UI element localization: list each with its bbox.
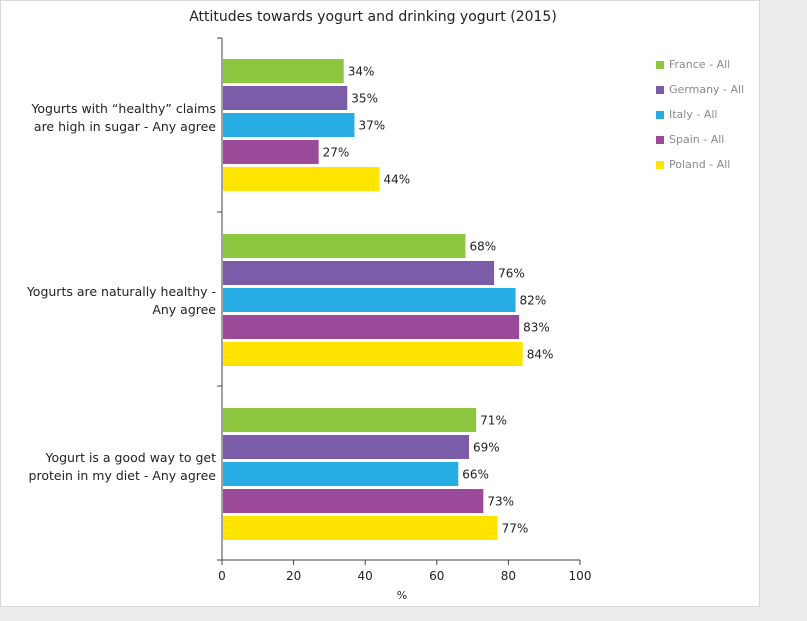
bar (223, 288, 516, 312)
legend-label: France - All (669, 58, 731, 71)
data-label: 73% (487, 495, 514, 509)
x-tick-label: 0 (218, 569, 226, 583)
legend-label: Italy - All (669, 108, 718, 121)
chart-title: Attitudes towards yogurt and drinking yo… (189, 9, 557, 25)
data-label: 27% (323, 146, 350, 160)
legend-swatch (656, 160, 664, 169)
bar (223, 86, 348, 110)
legend-swatch (656, 135, 664, 144)
legend-swatch (656, 85, 664, 94)
data-label: 34% (348, 65, 375, 79)
x-axis-title: % (397, 589, 407, 602)
data-label: 82% (520, 294, 547, 308)
bar (223, 234, 466, 258)
data-label: 71% (480, 414, 507, 428)
bar (223, 516, 498, 540)
legend-label: Spain - All (669, 133, 725, 146)
bar (223, 59, 344, 83)
data-label: 69% (473, 441, 500, 455)
x-tick-label: 80 (501, 569, 516, 583)
bar (223, 113, 355, 137)
data-label: 77% (502, 522, 529, 536)
x-tick-label: 60 (429, 569, 444, 583)
chart-card: Attitudes towards yogurt and drinking yo… (0, 0, 760, 607)
legend-swatch (656, 110, 664, 119)
data-label: 37% (358, 119, 385, 133)
legend-item[interactable]: France - All (656, 52, 744, 77)
bar (223, 408, 477, 432)
legend-item[interactable]: Poland - All (656, 152, 744, 177)
chart-plot-area: 34% 35% 37% 27% 44% 68%76% 82% 83% 84% 71% 69% 66% 7… (217, 37, 592, 602)
data-label: 66% (462, 468, 489, 482)
bar (223, 315, 520, 339)
legend-item[interactable]: Spain - All (656, 127, 744, 152)
bar (223, 435, 470, 459)
data-label: 84% (527, 348, 554, 362)
category-label: Yogurt is a good way to get protein in m… (28, 450, 216, 483)
legend-swatch (656, 60, 664, 69)
bar (223, 489, 484, 513)
data-label: 76% (498, 267, 525, 281)
legend-item[interactable]: Germany - All (656, 77, 744, 102)
bar (223, 167, 380, 191)
data-label: 83% (523, 321, 550, 335)
bar (223, 261, 495, 285)
data-label: 44% (384, 173, 411, 187)
legend-label: Poland - All (669, 158, 731, 171)
x-tick-label: 40 (358, 569, 373, 583)
data-label: 68% (469, 240, 496, 254)
x-tick-label: 100 (569, 569, 592, 583)
chart-legend: France - All Germany - All Italy - All Spai… (656, 52, 744, 177)
legend-label: Germany - All (669, 83, 745, 96)
legend-item[interactable]: Italy - All (656, 102, 744, 127)
data-label: 35% (351, 92, 378, 106)
category-label: Yogurts are naturally healthy - Any agre… (26, 284, 216, 317)
bar (223, 342, 523, 366)
bar (223, 140, 319, 164)
category-label: Yogurts with “healthy” claims are high i… (31, 101, 216, 134)
x-tick-label: 20 (286, 569, 301, 583)
bar (223, 462, 459, 486)
